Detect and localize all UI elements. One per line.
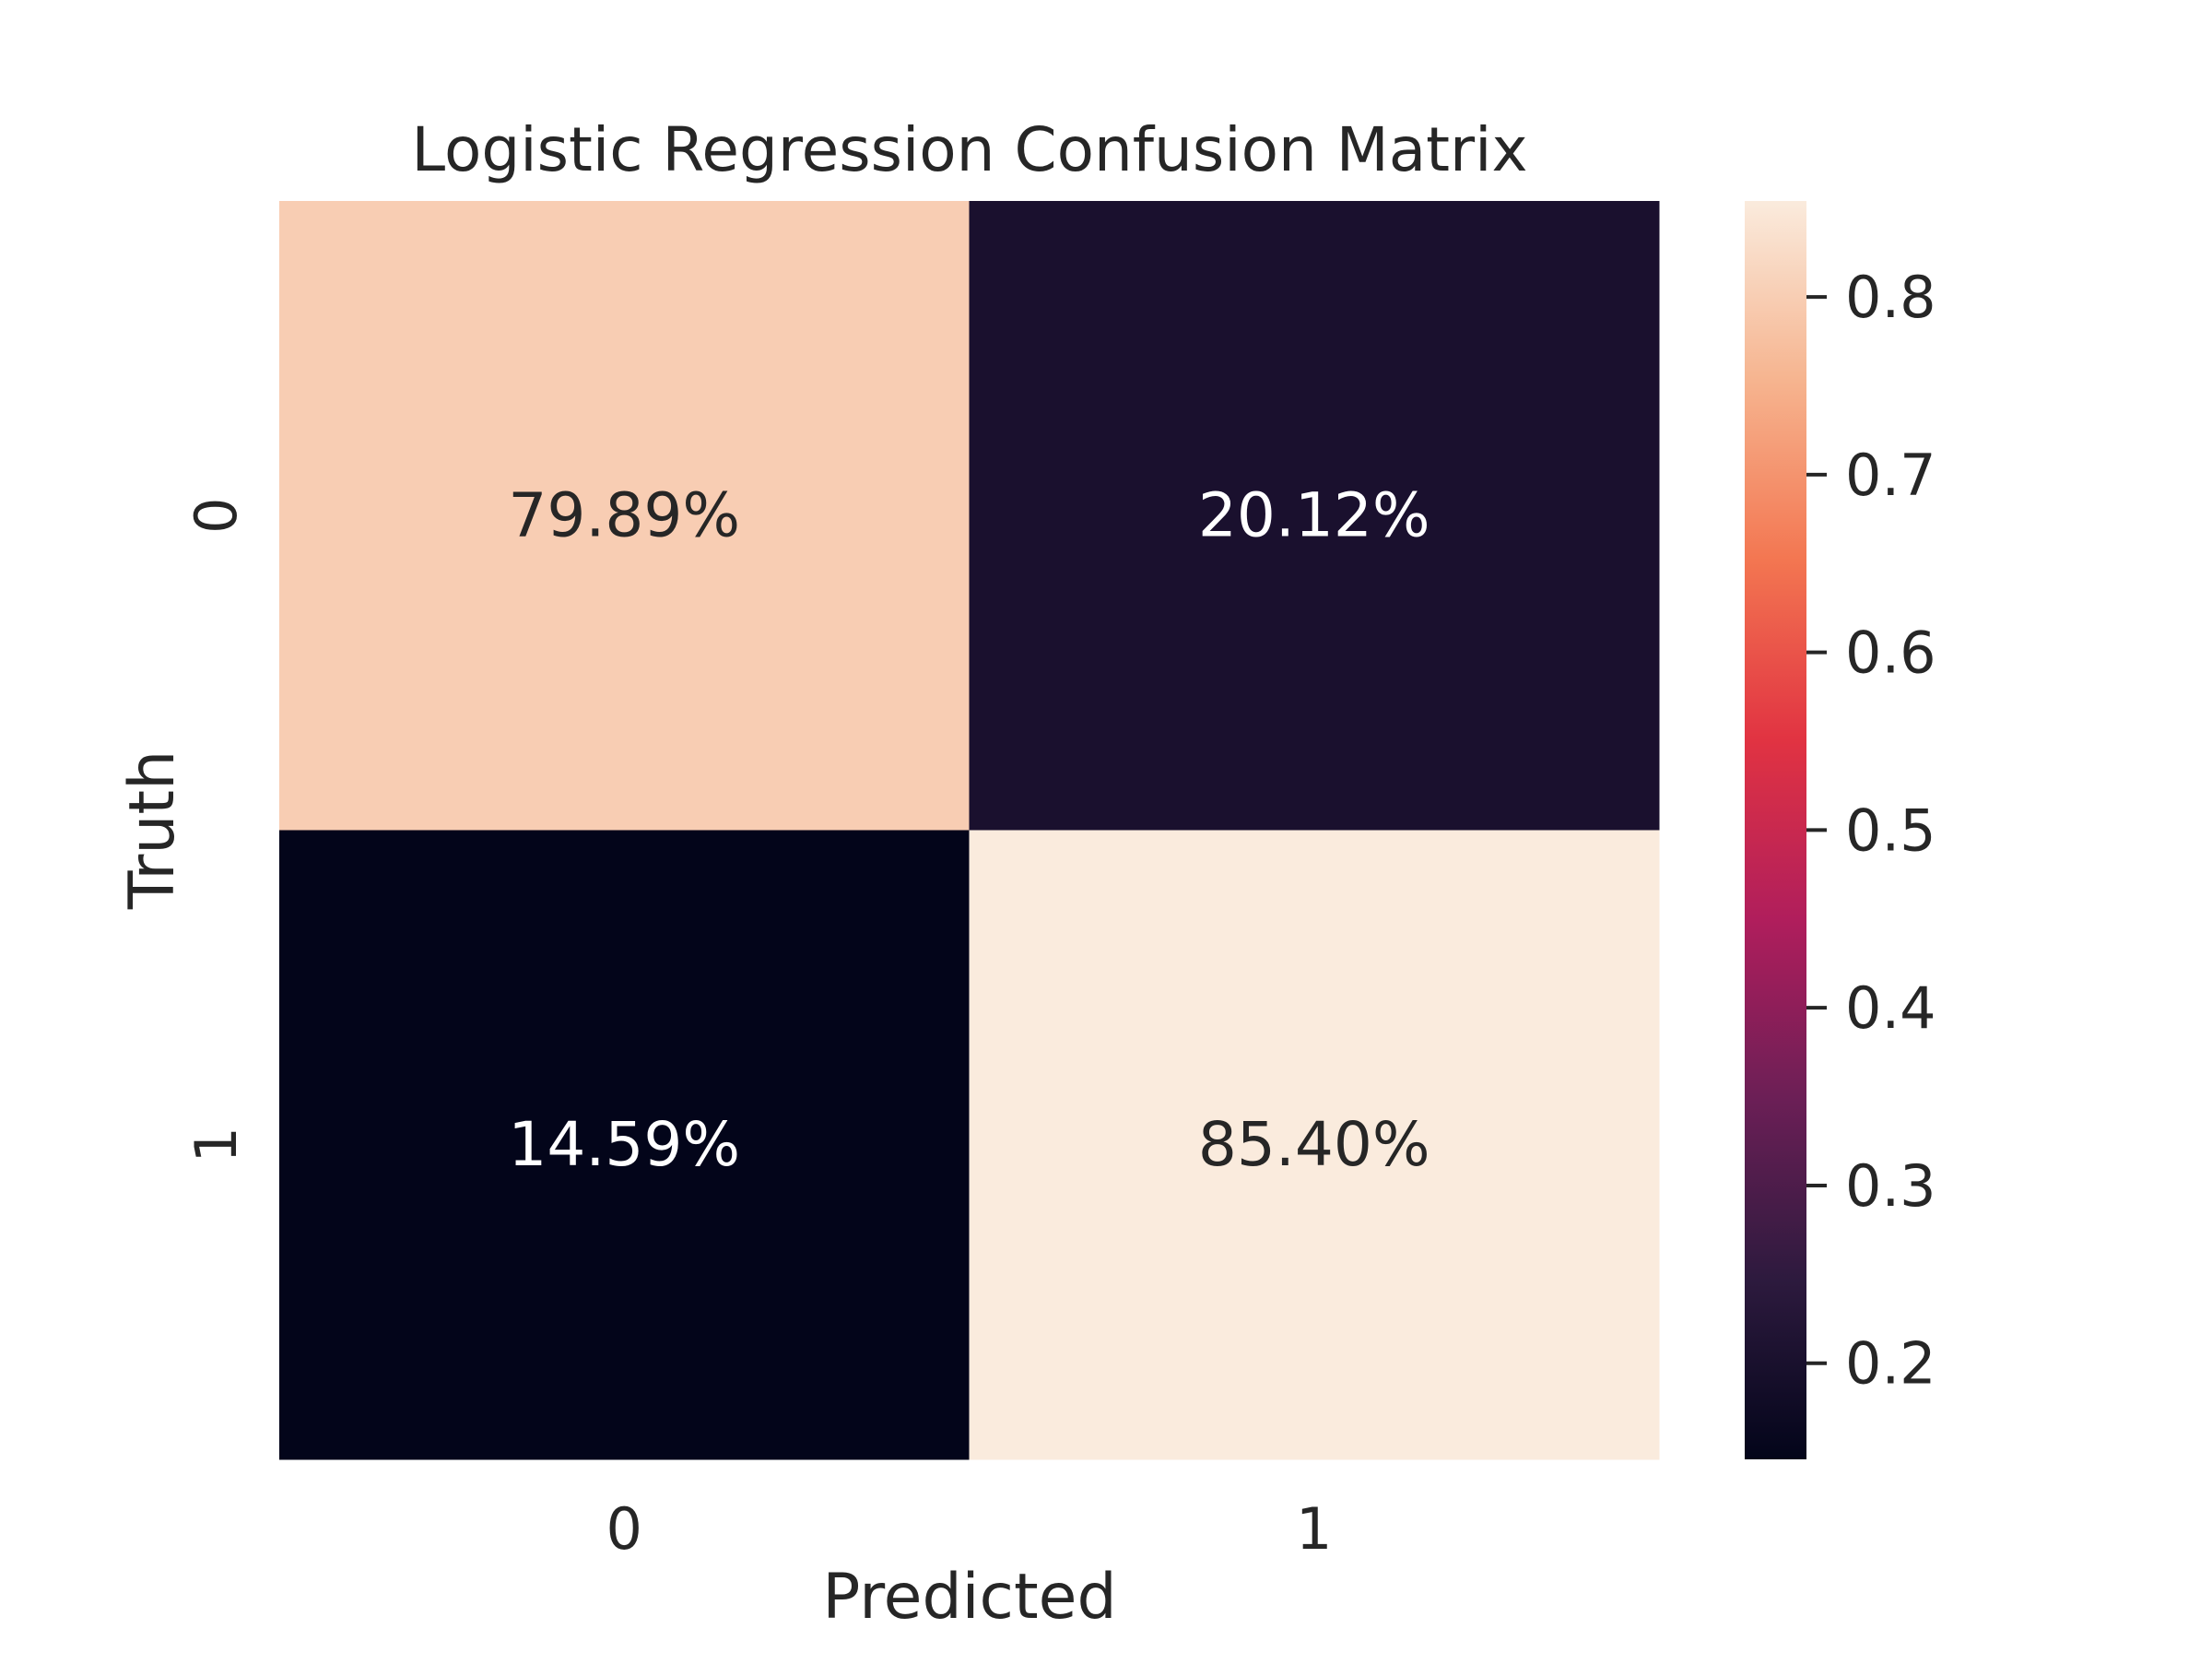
colorbar-tick-label-4: 0.6 (1845, 620, 1936, 687)
y-tick-label-1: 1 (182, 1127, 250, 1162)
y-axis-ticks: 01 (182, 498, 250, 1163)
heatmap-cell-r0-c1 (969, 201, 1660, 831)
colorbar-tick-label-2: 0.4 (1845, 974, 1936, 1042)
colorbar-tick-label-6: 0.8 (1845, 264, 1936, 331)
colorbar-tick-label-0: 0.2 (1845, 1330, 1936, 1398)
heatmap-cell-r1-c0 (279, 830, 970, 1460)
colorbar-ticks: 0.2 0.3 0.4 0.5 0.6 0.7 0.8 (1806, 264, 1936, 1398)
x-tick-label-1: 1 (1296, 1495, 1332, 1563)
colorbar-tick-label-1: 0.3 (1845, 1152, 1936, 1220)
y-axis-label: Truth (116, 750, 189, 910)
cell-label-r0-c0: 79.89% (508, 479, 740, 550)
x-axis-label: Predicted (822, 1561, 1116, 1634)
heatmap-cell-r1-c1 (969, 830, 1660, 1460)
y-tick-label-0: 0 (182, 498, 250, 534)
heatmap-cell-labels: 79.89% 20.12% 14.59% 85.40% (508, 479, 1430, 1180)
colorbar-tick-label-5: 0.7 (1845, 442, 1936, 509)
cell-label-r0-c1: 20.12% (1198, 479, 1430, 550)
colorbar-tick-label-3: 0.5 (1845, 797, 1936, 864)
colorbar (1745, 201, 1806, 1459)
x-tick-label-0: 0 (606, 1495, 642, 1563)
heatmap-cell-r0-c0 (279, 201, 970, 831)
chart-title: Logistic Regression Confusion Matrix (411, 114, 1527, 185)
heatmap-cells (279, 201, 1660, 1460)
cell-label-r1-c1: 85.40% (1198, 1109, 1430, 1180)
cell-label-r1-c0: 14.59% (508, 1109, 740, 1180)
